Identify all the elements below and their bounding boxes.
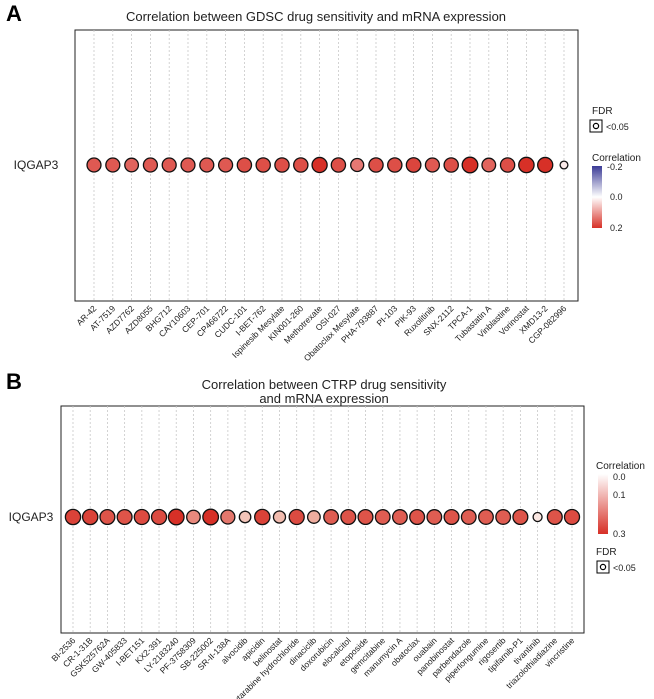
panel-b-colorbar — [598, 474, 608, 534]
panel-a-point-bhg712 — [161, 157, 177, 173]
panel-b-point-rigosertib — [495, 509, 512, 525]
panel-a-point-vinblastine — [499, 157, 516, 173]
panel-b-colorbar-tick-bottom: 0.3 — [613, 529, 626, 539]
panel-a-gridlines — [93, 30, 565, 301]
panel-a-point-i-bet-762 — [255, 157, 271, 173]
panel-a-point-azd8055 — [142, 157, 159, 173]
panel-a-point-cgp-082996 — [559, 160, 569, 170]
panel-b-point-doxorubicin — [323, 509, 340, 525]
panel-b-point-elocalcitol — [340, 508, 357, 526]
panel-a-points — [86, 156, 569, 174]
panel-b-gene-label: IQGAP3 — [9, 510, 54, 524]
panel-b-point-tipifarnib-p1 — [512, 508, 529, 526]
panel-b-points — [64, 508, 581, 526]
panel-a-point-pha-793887 — [368, 157, 384, 173]
panel-b-point-apicidin — [254, 508, 271, 526]
panel-b-point-piperlongumine — [478, 509, 494, 525]
panel-b-point-belinostat — [272, 510, 287, 524]
panel-b-point-bi-2536 — [64, 508, 82, 526]
panel-b-x-ticks: BI-2536CR-1-31BGSK525762AGW-405833I-BET1… — [49, 635, 576, 699]
panel-a-fdr-legend-label: <0.05 — [606, 122, 629, 132]
panel-b-point-kx2-391 — [150, 508, 168, 526]
panel-a-point-obatoclax-mesylate — [350, 157, 365, 173]
panel-a-title: Correlation between GDSC drug sensitivit… — [126, 9, 506, 24]
panel-a-colorbar-tick-top: -0.2 — [607, 162, 623, 172]
panel-a-fdr-legend-title: FDR — [592, 106, 613, 117]
panel-a-colorbar — [592, 166, 602, 228]
panel-b-fdr-legend-label: <0.05 — [613, 563, 636, 573]
panel-a-point-tubastatin-a — [481, 157, 497, 173]
panel-b-title-line1: Correlation between CTRP drug sensitivit… — [202, 377, 447, 392]
panel-a-point-azd7762 — [124, 157, 140, 173]
panel-a-gene-label: IQGAP3 — [14, 158, 59, 172]
panel-b-point-triazolothiadiazine — [546, 508, 563, 526]
panel-b-point-gw-405833 — [116, 508, 133, 526]
panel-b-point-manumycin-a — [391, 509, 408, 525]
panel-b-point-gemcitabine — [374, 509, 391, 525]
panel-a-point-vorinostat — [518, 156, 535, 174]
panel-b-point-obatoclax — [409, 508, 426, 526]
panel-a-point-kin001-260 — [293, 157, 309, 173]
panel-b-point-parbendazole — [460, 509, 477, 525]
panel-a-colorbar-tick-mid: 0.0 — [610, 192, 623, 202]
panel-b-plot-frame — [60, 405, 585, 634]
panel-a-point-pi-103 — [387, 157, 403, 173]
panel-b-fdr-legend-title: FDR — [596, 547, 617, 558]
panel-b-point-cytarabine-hydrochloride — [288, 508, 305, 526]
panel-a-point-ruxolitinib — [424, 157, 441, 173]
panel-a-point-ar-42 — [86, 157, 102, 173]
panel-a-color-legend-title: Correlation — [592, 153, 641, 164]
panel-a-point-osi-027 — [330, 157, 347, 173]
panel-a-fdr-legend-circle — [592, 122, 600, 130]
panel-a-point-methotrexate — [311, 156, 328, 174]
panel-a-point-cudc-101 — [236, 157, 253, 173]
panel-a-letter: A — [6, 1, 22, 26]
panel-b-point-gsk525762a — [99, 508, 116, 526]
panel-a-point-cp466722 — [217, 157, 234, 173]
panel-a-point-at-7519 — [105, 157, 121, 173]
panel-b-point-etoposide — [357, 508, 374, 526]
panel-b-colorbar-tick-top: 0.0 — [613, 472, 626, 482]
panel-b-point-cr-1-31b — [81, 508, 99, 526]
panel-a-point-snx-2112 — [443, 157, 459, 173]
panel-a-point-pik-93 — [405, 157, 422, 173]
panel-b-point-sb-225002 — [202, 508, 220, 526]
panel-b-point-ouabain — [426, 509, 443, 525]
panel-b-colorbar-tick-mid: 0.1 — [613, 490, 626, 500]
panel-b-fdr-legend-circle — [599, 563, 607, 571]
panel-a-plot-frame — [74, 29, 579, 302]
panel-a-point-cay10603 — [180, 157, 196, 173]
panel-b-title-line2: and mRNA expression — [259, 391, 388, 406]
panel-a-point-cep-701 — [199, 157, 215, 173]
panel-b-point-tivantinib — [532, 511, 543, 523]
panel-b-letter: B — [6, 369, 22, 394]
panel-a-colorbar-tick-bottom: 0.2 — [610, 223, 623, 233]
panel-b-point-panobinostat — [443, 508, 460, 526]
panel-a-x-ticks: AR-42AT-7519AZD7762AZD8055BHG712CAY10603… — [74, 303, 568, 363]
panel-b-point-ly-2183240 — [167, 508, 185, 526]
panel-b-point-sr-ii-138a — [220, 509, 236, 525]
panel-b-point-vincristine — [563, 508, 581, 526]
panel-b-color-legend-title: Correlation — [596, 461, 645, 472]
panel-b-fdr-legend-key — [596, 560, 610, 574]
panel-b-point-i-bet151 — [133, 508, 150, 526]
panel-a-point-ispinesib-mesylate — [274, 157, 290, 173]
panel-a-point-xmd13-2 — [537, 156, 554, 174]
panel-a-point-tpca-1 — [461, 156, 479, 174]
panel-b-point-alvocidib — [238, 510, 252, 524]
panel-a-fdr-legend-key — [589, 119, 603, 133]
panel-b-point-pf-3758309 — [186, 509, 201, 525]
panel-b-point-dinaciclib — [306, 510, 321, 524]
